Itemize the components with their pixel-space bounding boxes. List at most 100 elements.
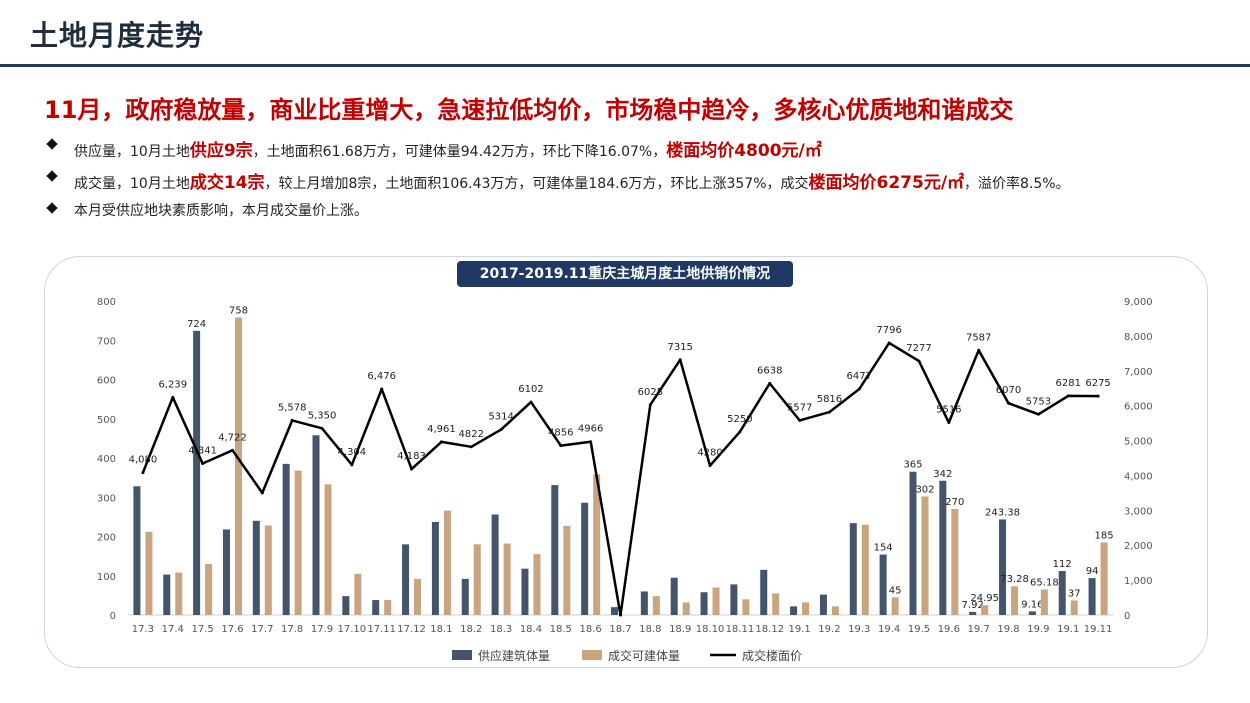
bullet-deals: 成交量，10月土地成交14宗，较上月增加8宗，土地面积106.43万方，可建体量… bbox=[46, 168, 1236, 200]
bar-data-label: 73.28 bbox=[1000, 574, 1029, 585]
x-tick-label: 19.4 bbox=[878, 624, 900, 635]
bullet-text: ，土地面积61.68万方，可建体量94.42万方，环比下降16.07%， bbox=[252, 144, 667, 160]
x-tick-label: 19.1 bbox=[788, 624, 810, 635]
bar bbox=[1070, 600, 1078, 615]
x-tick-label: 19.11 bbox=[1084, 624, 1113, 635]
line-data-label: 5,578 bbox=[278, 402, 307, 413]
bar bbox=[640, 591, 648, 615]
bar-data-label: 37 bbox=[1068, 588, 1081, 599]
line-point bbox=[230, 448, 234, 452]
line-point bbox=[1096, 394, 1100, 398]
bar bbox=[742, 599, 750, 615]
line-point bbox=[469, 445, 473, 449]
x-tick-label: 19.8 bbox=[997, 624, 1019, 635]
legend-label: 成交可建体量 bbox=[608, 648, 680, 663]
line-point bbox=[320, 426, 324, 430]
bar-data-label: 342 bbox=[933, 469, 952, 480]
bar bbox=[700, 592, 708, 615]
x-tick-label: 17.3 bbox=[132, 624, 154, 635]
line-data-label: 7277 bbox=[906, 343, 931, 354]
bar bbox=[193, 330, 201, 615]
bullet-text: ，溢价率8.5%。 bbox=[964, 176, 1070, 192]
y-right-tick-label: 0 bbox=[1124, 611, 1130, 622]
bar bbox=[563, 525, 571, 615]
line-data-label: 7587 bbox=[966, 332, 991, 343]
line-data-label: 4856 bbox=[548, 428, 573, 439]
y-left-tick-label: 600 bbox=[97, 376, 116, 387]
bar bbox=[652, 596, 660, 615]
line-point bbox=[499, 428, 503, 432]
x-tick-label: 17.12 bbox=[397, 624, 426, 635]
line-point bbox=[1066, 394, 1070, 398]
x-tick-label: 19.2 bbox=[818, 624, 840, 635]
line-data-label: 6638 bbox=[757, 365, 782, 376]
line-point bbox=[827, 410, 831, 414]
bar-data-label: 112 bbox=[1053, 559, 1072, 570]
bullet-list: 供应量，10月土地供应9宗，土地面积61.68万方，可建体量94.42万方，环比… bbox=[46, 136, 1236, 232]
bar bbox=[831, 606, 839, 615]
x-tick-label: 19.1 bbox=[1057, 624, 1079, 635]
title-divider bbox=[0, 64, 1250, 67]
bullet-supply: 供应量，10月土地供应9宗，土地面积61.68万方，可建体量94.42万方，环比… bbox=[46, 136, 1236, 168]
legend-swatch bbox=[582, 650, 602, 660]
bar bbox=[205, 563, 213, 615]
bullet-highlight: 楼面均价4800元/㎡ bbox=[666, 141, 822, 161]
bar-data-label: 24.95 bbox=[970, 593, 999, 604]
y-left-tick-label: 200 bbox=[97, 533, 116, 544]
bar bbox=[133, 486, 141, 615]
bar bbox=[402, 544, 410, 615]
bar bbox=[611, 607, 618, 615]
bar bbox=[1088, 578, 1096, 615]
bar bbox=[670, 577, 678, 615]
line-point bbox=[529, 400, 533, 404]
line-data-label: 4,080 bbox=[129, 455, 158, 466]
y-left-tick-label: 0 bbox=[110, 611, 116, 622]
line-point bbox=[887, 341, 891, 345]
bar bbox=[384, 600, 392, 615]
x-tick-label: 17.10 bbox=[338, 624, 367, 635]
x-tick-label: 19.7 bbox=[968, 624, 990, 635]
bullet-text: ，较上月增加8宗，土地面积106.43万方，可建体量184.6万方，环比上涨35… bbox=[264, 176, 809, 192]
line-point bbox=[260, 491, 264, 495]
bar bbox=[1058, 571, 1066, 615]
line-data-label: 4966 bbox=[578, 424, 603, 435]
bar bbox=[593, 474, 601, 615]
bar-data-label: 270 bbox=[945, 497, 964, 508]
y-right-tick-label: 8,000 bbox=[1124, 332, 1153, 343]
bar bbox=[1028, 611, 1036, 615]
y-right-tick-label: 7,000 bbox=[1124, 367, 1153, 378]
bullet-highlight: 成交14宗 bbox=[189, 173, 265, 193]
y-left-tick-label: 500 bbox=[97, 415, 116, 426]
line-point bbox=[290, 418, 294, 422]
x-tick-label: 18.6 bbox=[580, 624, 602, 635]
line-point bbox=[977, 348, 981, 352]
y-left-tick-label: 800 bbox=[97, 297, 116, 308]
legend-label: 成交楼面价 bbox=[742, 648, 802, 663]
line-data-label: 5753 bbox=[1026, 396, 1051, 407]
line-data-label: 6477 bbox=[847, 371, 872, 382]
chart-title: 2017-2019.11重庆主城月度土地供销价情况 bbox=[457, 261, 793, 287]
line-data-label: 4822 bbox=[459, 429, 484, 440]
x-tick-label: 18.2 bbox=[460, 624, 482, 635]
bar bbox=[969, 611, 977, 615]
bar bbox=[163, 574, 171, 615]
y-left-tick-label: 400 bbox=[97, 454, 116, 465]
bar-data-label: 94 bbox=[1086, 566, 1099, 577]
x-tick-label: 19.6 bbox=[938, 624, 960, 635]
bar bbox=[999, 519, 1007, 615]
bar bbox=[951, 509, 959, 615]
bar-data-label: 45 bbox=[889, 585, 902, 596]
line-point bbox=[350, 463, 354, 467]
bar bbox=[312, 435, 320, 615]
line-data-label: 5516 bbox=[936, 405, 961, 416]
bar bbox=[503, 543, 511, 615]
bar-data-label: 365 bbox=[903, 460, 922, 471]
line-point bbox=[947, 421, 951, 425]
line-data-label: 5250 bbox=[727, 414, 752, 425]
x-tick-label: 17.5 bbox=[191, 624, 213, 635]
bar bbox=[682, 602, 690, 615]
bar-data-label: 758 bbox=[229, 305, 248, 316]
bar bbox=[730, 584, 738, 615]
bar bbox=[473, 544, 481, 615]
bar bbox=[551, 485, 559, 615]
